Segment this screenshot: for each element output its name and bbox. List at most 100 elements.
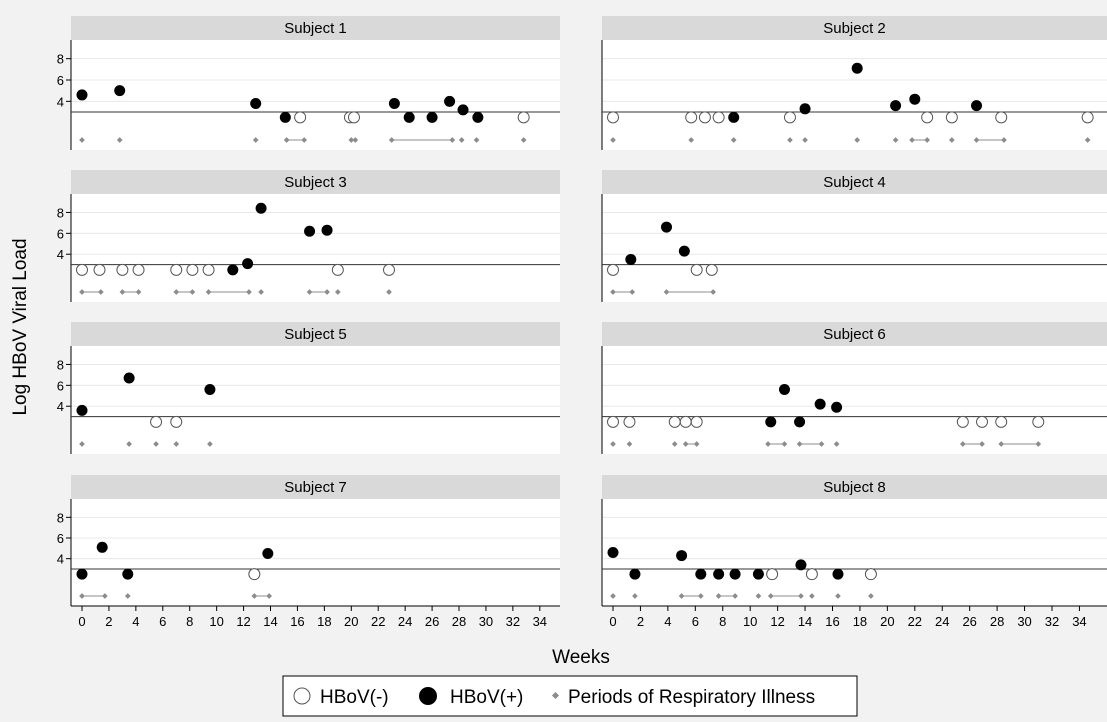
panel-plot-area — [71, 194, 560, 302]
hbov-positive-point — [778, 384, 790, 396]
illness-marker — [102, 593, 108, 599]
hbov-positive-point — [971, 100, 983, 112]
hbov-negative-point — [956, 415, 969, 428]
hbov-positive-point — [472, 111, 484, 123]
x-tick-label: 16 — [290, 614, 304, 629]
legend-illness-label: Periods of Respiratory Illness — [568, 687, 815, 708]
illness-marker — [79, 441, 85, 447]
panel-title: Subject 2 — [823, 20, 886, 37]
illness-marker — [818, 441, 825, 447]
illness-marker — [798, 593, 804, 599]
x-tick-label: 18 — [853, 614, 867, 629]
hbov-negative-point — [690, 415, 703, 428]
illness-marker — [98, 289, 104, 295]
illness-marker — [835, 593, 841, 599]
illness-marker — [663, 289, 670, 295]
hbov-positive-point — [123, 372, 135, 384]
hbov-negative-point — [945, 111, 958, 124]
panel-subject-2: Subject 2 — [601, 16, 1107, 150]
illness-marker — [1035, 441, 1042, 447]
x-tick-label: 2 — [105, 614, 112, 629]
hbov-positive-point — [279, 111, 291, 123]
hbov-positive-point — [321, 224, 333, 236]
x-tick-label: 28 — [452, 614, 466, 629]
panel-plot-area — [71, 346, 560, 454]
panel-title: Subject 1 — [284, 20, 347, 37]
x-tick-label: 0 — [78, 614, 85, 629]
hbov-positive-point — [76, 568, 88, 580]
x-tick-label: 8 — [186, 614, 193, 629]
x-tick-label: 20 — [344, 614, 358, 629]
x-tick-label: 12 — [770, 614, 784, 629]
hbov-negative-point — [995, 111, 1008, 124]
hbov-positive-point — [76, 404, 88, 416]
illness-marker — [755, 593, 762, 599]
illness-marker — [301, 137, 307, 143]
panel-subject-1: Subject 1 4 6 8 — [57, 16, 560, 150]
panel-subject-5: Subject 5 4 6 8 — [57, 322, 560, 454]
illness-marker — [153, 441, 159, 447]
hbov-positive-point — [909, 93, 921, 105]
y-tick-label: 4 — [57, 552, 64, 567]
panel-subject-6: Subject 6 — [601, 322, 1107, 454]
x-tick-label: 6 — [692, 614, 699, 629]
x-tick-label: 6 — [159, 614, 166, 629]
illness-marker — [868, 593, 874, 599]
hbov-negative-point — [921, 111, 934, 124]
hbov-negative-point — [132, 263, 145, 276]
illness-marker — [1001, 137, 1007, 143]
hbov-negative-point — [976, 415, 989, 428]
hbov-negative-point — [347, 111, 360, 124]
hbov-positive-point — [426, 111, 438, 123]
hbov-negative-point — [607, 263, 619, 276]
hbov-negative-point — [76, 263, 88, 276]
y-tick-label: 4 — [57, 399, 64, 414]
panel-title: Subject 6 — [823, 326, 886, 343]
hbov-positive-point — [388, 97, 400, 109]
illness-marker — [520, 137, 527, 143]
hbov-positive-point — [729, 568, 741, 580]
illness-marker — [732, 593, 738, 599]
hbov-negative-point — [1081, 111, 1094, 124]
illness-marker — [697, 593, 704, 599]
hbov-positive-point — [607, 546, 619, 558]
x-tick-label: 8 — [719, 614, 726, 629]
hbov-positive-point — [262, 548, 274, 559]
panel-subject-8: Subject 80 2 4 6 8 10 12 14 16 18 20 22 24 26 28 30 32 34 — [601, 475, 1107, 629]
hbov-positive-point — [728, 111, 740, 123]
illness-marker — [119, 289, 126, 295]
x-tick-label: 22 — [908, 614, 922, 629]
x-tick-label: 26 — [425, 614, 439, 629]
x-tick-label: 2 — [637, 614, 644, 629]
x-tick-label: 10 — [743, 614, 757, 629]
illness-marker — [688, 137, 695, 143]
illness-marker — [207, 441, 213, 447]
y-tick-label: 6 — [57, 378, 64, 393]
illness-marker — [949, 137, 955, 143]
panel-subject-4: Subject 4 — [601, 170, 1107, 302]
hbov-positive-point — [76, 89, 88, 101]
illness-marker — [386, 289, 392, 295]
y-tick-label: 4 — [57, 247, 64, 262]
legend-positive-label: HBoV(+) — [450, 687, 523, 708]
illness-marker — [473, 137, 480, 143]
y-axis-title: Log HBoV Viral Load — [10, 238, 31, 415]
illness-marker — [632, 593, 638, 599]
y-tick-label: 8 — [57, 205, 64, 220]
hbov-positive-point — [250, 97, 262, 109]
hbov-negative-point — [679, 415, 692, 428]
panel-title: Subject 7 — [284, 479, 347, 496]
illness-marker — [135, 289, 142, 295]
illness-marker — [979, 441, 985, 447]
panel-header — [71, 170, 560, 194]
hbov-negative-point — [668, 415, 681, 428]
x-tick-label: 24 — [935, 614, 949, 629]
illness-marker — [283, 137, 290, 143]
hbov-positive-point — [114, 85, 126, 97]
illness-marker — [671, 441, 678, 447]
illness-marker — [116, 137, 123, 143]
illness-marker — [715, 593, 722, 599]
illness-marker — [802, 137, 808, 143]
panel-header — [602, 322, 1107, 346]
